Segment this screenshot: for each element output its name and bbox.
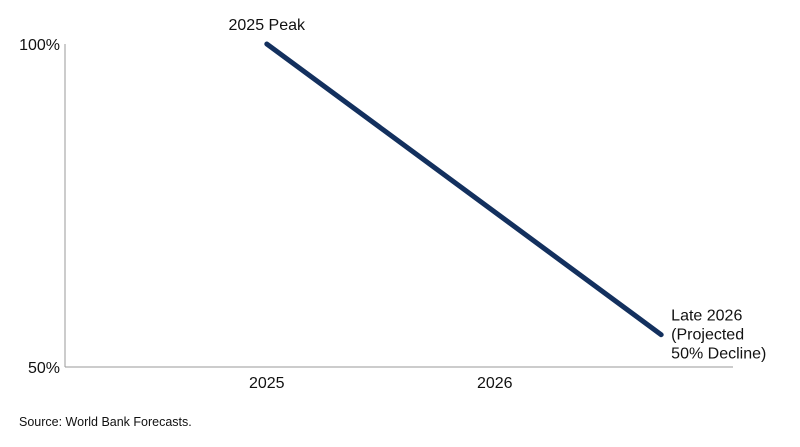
chart-axes [64, 44, 733, 368]
x-tick-label: 2025 [249, 375, 285, 392]
annotation-peak: 2025 Peak [229, 17, 307, 34]
x-tick-label: 2026 [477, 375, 513, 392]
line-chart: 100% 50% 2025 2026 2025 Peak Late 2026 (Projec… [19, 17, 766, 392]
y-tick-label: 100% [19, 37, 60, 54]
y-tick-label: 50% [28, 360, 60, 377]
series-line [264, 41, 664, 338]
annotation-decline: Late 2026 (Projected 50% Decline) [671, 308, 766, 363]
chart-marks [264, 41, 664, 338]
source-note: Source: World Bank Forecasts. [19, 415, 192, 429]
chart-labels: 100% 50% 2025 2026 2025 Peak Late 2026 (Projec… [19, 17, 766, 392]
